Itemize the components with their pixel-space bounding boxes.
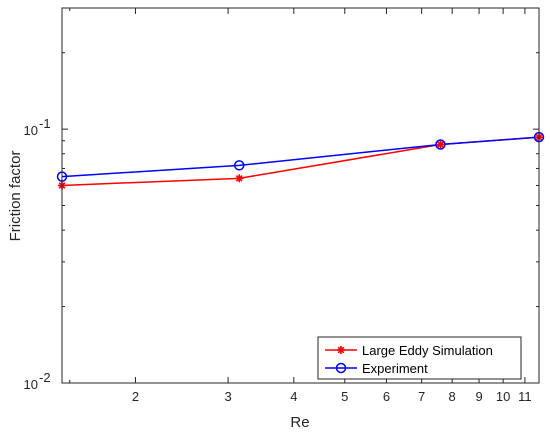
y-tick-label: 10 xyxy=(24,123,38,138)
series-line-1 xyxy=(61,136,540,178)
x-tick-label: 7 xyxy=(418,389,425,404)
legend-marker-symbol xyxy=(335,362,347,374)
legend-marker-experiment xyxy=(335,362,347,374)
legend-marker-les xyxy=(337,346,345,354)
legend-box xyxy=(317,336,522,380)
x-tick-label: 2 xyxy=(132,389,139,404)
data-point-les xyxy=(436,140,445,149)
data-point-les xyxy=(235,174,244,183)
data-point-experiment xyxy=(233,160,245,171)
legend: Large Eddy Simulation Experiment xyxy=(317,336,522,380)
x-tick-label: 9 xyxy=(475,389,482,404)
x-tick-label: 10 xyxy=(496,389,510,404)
plot-area xyxy=(62,8,539,383)
x-tick-label: 11 xyxy=(518,389,532,404)
x-axis-label: Re xyxy=(290,414,309,431)
x-tick-label: 5 xyxy=(341,389,348,404)
legend-label-experiment: Experiment xyxy=(362,361,428,376)
y-axis-label: Friction factor xyxy=(7,151,24,242)
x-tick-label: 6 xyxy=(383,389,390,404)
x-tick-label: 3 xyxy=(224,389,231,404)
legend-marker-symbol xyxy=(337,346,345,354)
x-tick-label: 8 xyxy=(449,389,456,404)
y-tick-label-exponent: -1 xyxy=(39,116,51,131)
data-point-experiment xyxy=(435,139,446,150)
y-tick-label-exponent: -2 xyxy=(39,370,51,385)
y-tick-label: 10 xyxy=(24,377,38,392)
plot-box xyxy=(61,7,540,384)
x-tick-label: 4 xyxy=(290,389,297,404)
legend-label-les: Large Eddy Simulation xyxy=(362,343,493,358)
